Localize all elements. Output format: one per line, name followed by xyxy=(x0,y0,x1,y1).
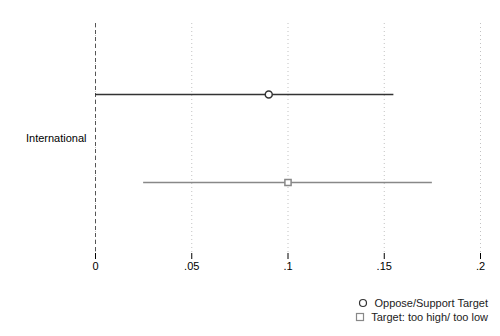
svg-text:.05: .05 xyxy=(184,260,199,272)
svg-text:.2: .2 xyxy=(476,260,485,272)
svg-text:0: 0 xyxy=(92,260,98,272)
svg-text:.15: .15 xyxy=(377,260,392,272)
svg-text:.1: .1 xyxy=(283,260,292,272)
html-text:Oppose/Support Target: Oppose/Support Target xyxy=(374,297,488,309)
html-text:Target: too high/ too low: Target: too high/ too low xyxy=(371,311,488,323)
svg-text:International: International xyxy=(26,132,87,144)
